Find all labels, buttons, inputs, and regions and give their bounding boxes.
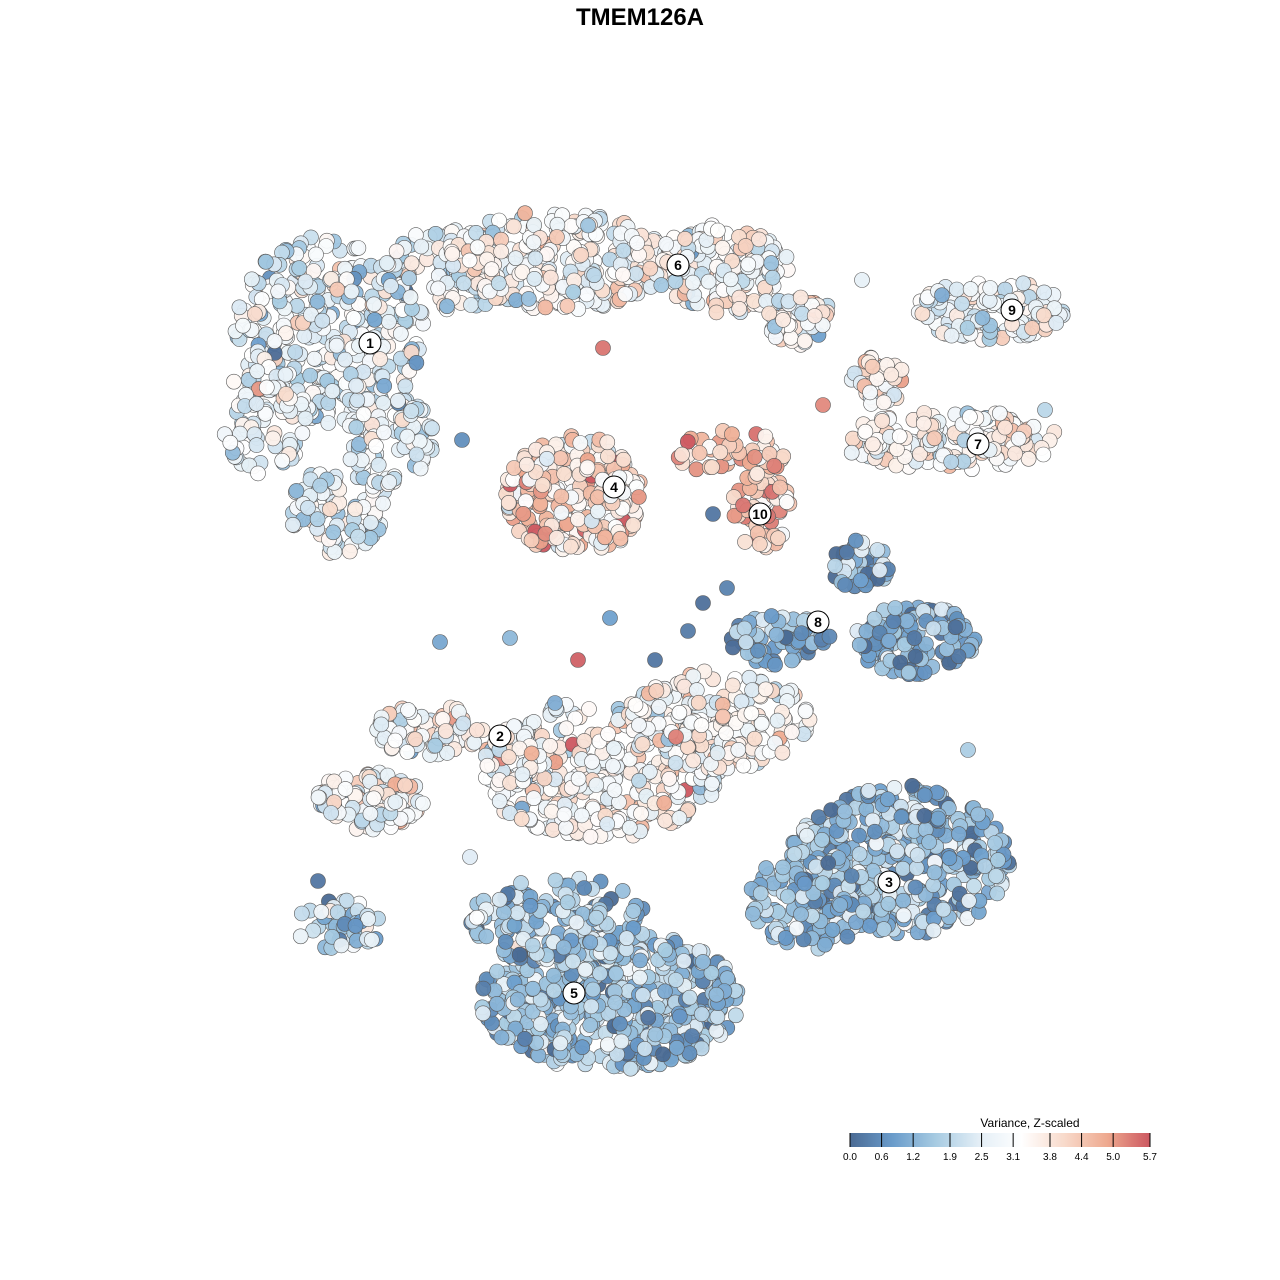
cell-point bbox=[366, 311, 383, 328]
colorbar-tick-label: 1.2 bbox=[906, 1152, 920, 1163]
cell-point bbox=[314, 312, 331, 329]
cell-point bbox=[308, 246, 324, 263]
cell-point bbox=[257, 405, 274, 422]
cell-point bbox=[285, 516, 301, 533]
cell-point bbox=[306, 350, 323, 367]
cell-point bbox=[375, 495, 391, 512]
cell-point bbox=[270, 283, 287, 300]
cell-point bbox=[328, 337, 345, 354]
cell-point bbox=[297, 273, 314, 290]
cell-point bbox=[309, 511, 326, 528]
cell-point bbox=[274, 452, 291, 469]
cell-point bbox=[320, 415, 337, 431]
cell-point bbox=[408, 354, 425, 371]
cell-point bbox=[222, 434, 239, 451]
cell-point bbox=[347, 501, 364, 517]
cell-point bbox=[235, 317, 251, 334]
cell-point bbox=[250, 465, 266, 482]
colorbar-tick-label: 5.7 bbox=[1143, 1152, 1157, 1163]
cell-point bbox=[294, 425, 311, 442]
colorbar-tick-label: 0.0 bbox=[843, 1152, 857, 1163]
cell-point bbox=[392, 325, 409, 342]
cell-point bbox=[247, 306, 263, 322]
cell-point bbox=[277, 366, 294, 383]
cell-point bbox=[297, 410, 314, 427]
cell-point bbox=[248, 437, 265, 453]
cell-point bbox=[244, 271, 260, 288]
cell-point bbox=[300, 499, 316, 516]
cell-point bbox=[231, 299, 248, 316]
cell-point bbox=[325, 524, 342, 541]
cell-point bbox=[249, 363, 266, 380]
cell-point bbox=[362, 514, 379, 531]
cell-point bbox=[288, 483, 305, 499]
cell-point bbox=[322, 501, 338, 518]
cell-point bbox=[278, 386, 294, 402]
cell-point bbox=[258, 379, 275, 396]
cell-point bbox=[366, 296, 382, 313]
cell-point bbox=[341, 543, 358, 560]
cell-point bbox=[337, 351, 353, 368]
cell-point bbox=[309, 293, 326, 310]
cell-point bbox=[265, 430, 281, 447]
colorbar-tick-label: 2.5 bbox=[975, 1152, 989, 1163]
cell-point bbox=[350, 240, 367, 256]
colorbar-tick-label: 5.0 bbox=[1106, 1152, 1120, 1163]
colorbar-title: Variance, Z-scaled bbox=[980, 1116, 1079, 1130]
cell-point bbox=[278, 325, 294, 342]
cell-point bbox=[324, 383, 341, 399]
colorbar-tick-label: 4.4 bbox=[1075, 1152, 1089, 1163]
cell-point bbox=[343, 283, 360, 300]
cell-point bbox=[348, 377, 364, 394]
chart-title: TMEM126A bbox=[575, 4, 705, 31]
cell-point bbox=[372, 351, 388, 367]
colorbar-tick-label: 3.1 bbox=[1006, 1152, 1020, 1163]
cell-point bbox=[258, 253, 274, 270]
colorbar-tick-label: 1.9 bbox=[943, 1152, 957, 1163]
colorbar-tick-label: 3.8 bbox=[1043, 1152, 1057, 1163]
cell-point bbox=[291, 260, 308, 276]
colorbar-tick-label: 0.6 bbox=[875, 1152, 889, 1163]
cell-point bbox=[266, 333, 283, 350]
cell-point bbox=[302, 367, 319, 384]
cell-point bbox=[350, 528, 366, 545]
cell-point bbox=[312, 477, 329, 494]
cell-point bbox=[345, 310, 362, 326]
cell-point bbox=[318, 238, 334, 254]
cell-point bbox=[287, 344, 304, 360]
cell-point bbox=[376, 378, 393, 394]
colorbar-gradient bbox=[850, 1133, 1150, 1147]
cell-point bbox=[248, 395, 265, 412]
